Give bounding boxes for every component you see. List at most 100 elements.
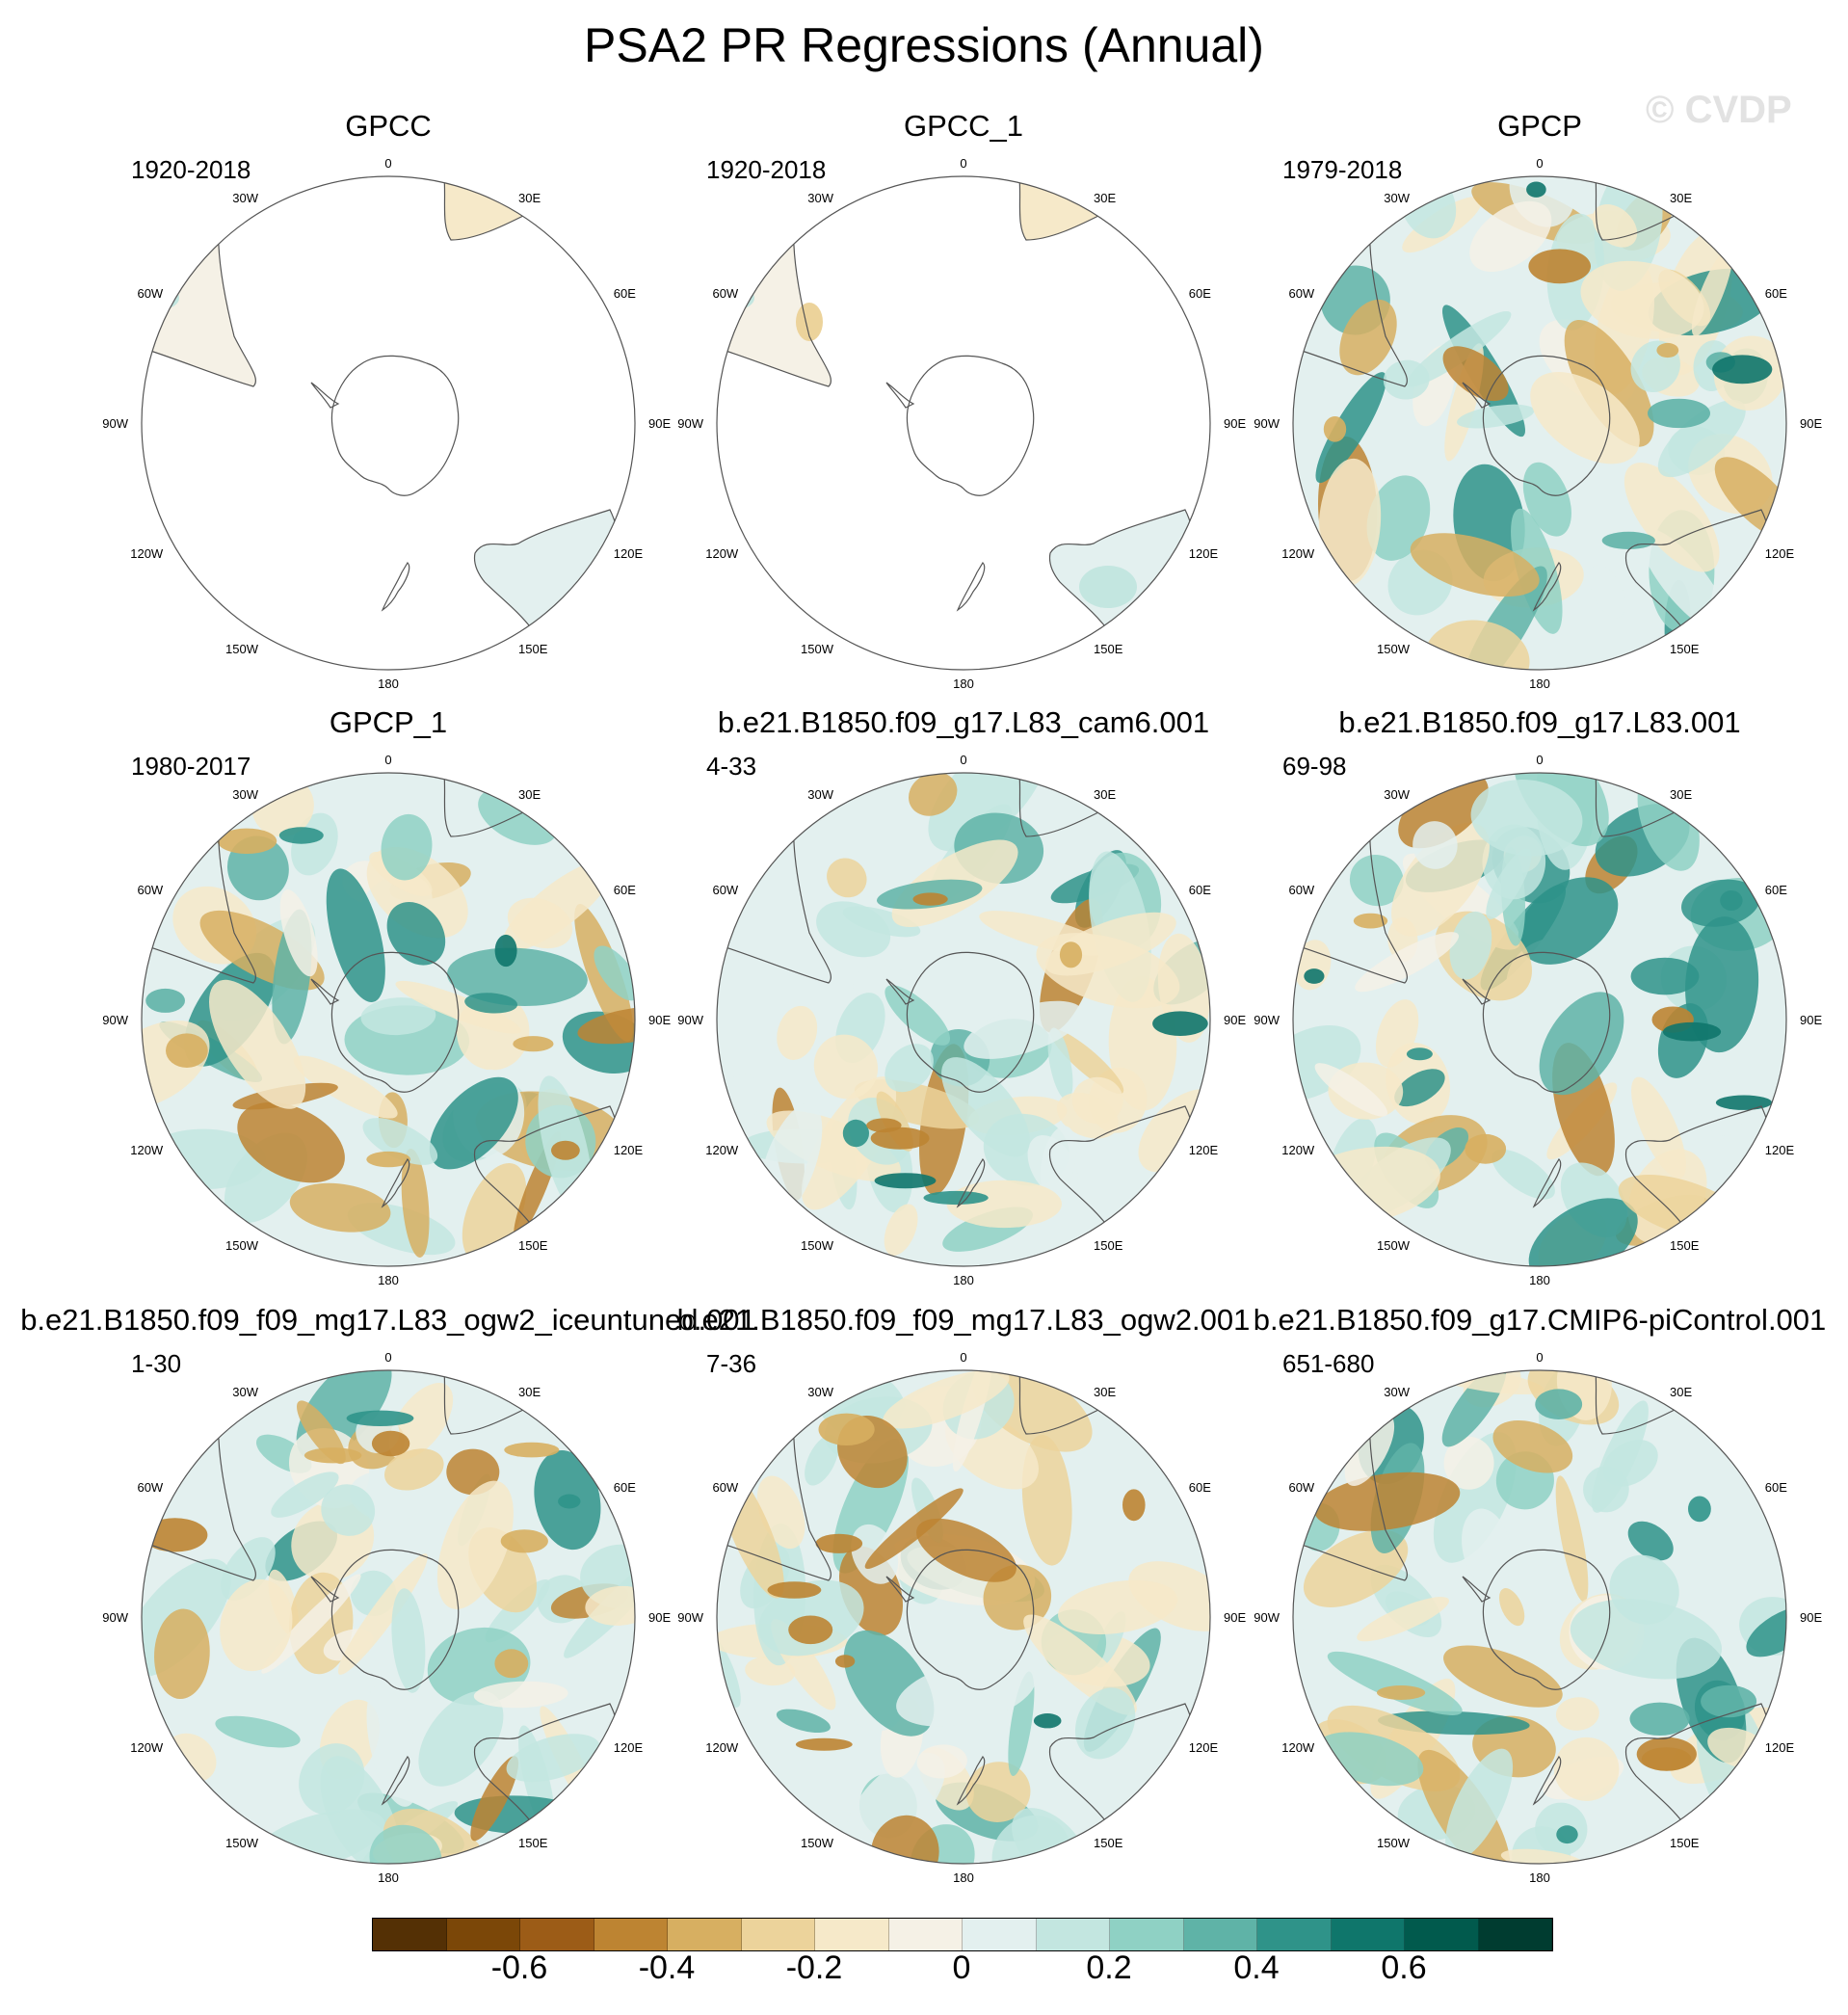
polar-map: 0 30E 60E 90E 120E 150E 180 150W 120W 90W 60W 30W — [1254, 753, 1822, 1287]
longitude-label: 30E — [1670, 1385, 1692, 1399]
longitude-label: 150E — [518, 1238, 548, 1253]
polar-map: 0 30E 60E 90E 120E 150E 180 150W 120W 90W 60W 30W — [102, 1350, 671, 1885]
colorbar-tick: 0 — [952, 1949, 971, 1986]
panel-year-range: 1920-2018 — [131, 155, 251, 184]
longitude-label: 180 — [1529, 676, 1550, 691]
longitude-label: 30W — [807, 191, 833, 205]
longitude-label: 150E — [1670, 1836, 1700, 1850]
longitude-label: 180 — [378, 1273, 399, 1287]
longitude-label: 30E — [1670, 191, 1692, 205]
map-boundary — [716, 772, 1211, 1267]
longitude-label: 120W — [1281, 546, 1315, 561]
precip-regression-field — [717, 176, 1210, 670]
longitude-label: 150W — [801, 642, 834, 656]
map-boundary — [1292, 772, 1787, 1267]
longitude-label: 60W — [1288, 286, 1314, 301]
longitude-label: 60W — [712, 1480, 738, 1495]
longitude-label: 30W — [1384, 191, 1410, 205]
colorbar-cell — [1478, 1919, 1552, 1950]
longitude-label: 120W — [130, 1740, 164, 1755]
longitude-label: 180 — [953, 1870, 974, 1885]
panel-title: b.e21.B1850.f09_g17.L83.001 — [1338, 705, 1741, 739]
longitude-label: 90E — [1224, 416, 1246, 431]
colorbar-cell — [373, 1919, 447, 1950]
longitude-label: 90E — [1224, 1013, 1246, 1027]
panel-year-range: 1979-2018 — [1282, 155, 1403, 184]
longitude-label: 60E — [1189, 883, 1211, 897]
longitude-label: 30E — [1670, 787, 1692, 802]
longitude-label: 60W — [712, 883, 738, 897]
longitude-label: 90E — [1800, 1610, 1822, 1625]
polar-map: 0 30E 60E 90E 120E 150E 180 150W 120W 90W 60W 30W — [1254, 1350, 1822, 1885]
longitude-label: 120W — [705, 546, 739, 561]
colorbar-tick: -0.2 — [785, 1949, 843, 1986]
colorbar-tick: 0.2 — [1086, 1949, 1132, 1986]
longitude-label: 90W — [677, 416, 703, 431]
longitude-label: 120W — [130, 1143, 164, 1157]
longitude-label: 30W — [807, 1385, 833, 1399]
longitude-label: 90E — [1800, 1013, 1822, 1027]
coastlines — [717, 773, 1195, 1228]
colorbar-cell — [1331, 1919, 1405, 1950]
map-boundary — [1292, 175, 1787, 671]
panel-title: b.e21.B1850.f09_f09_mg17.L83_ogw2.001 — [676, 1303, 1251, 1337]
longitude-label: 30W — [232, 191, 258, 205]
longitude-label: 90E — [1224, 1610, 1246, 1625]
longitude-label: 30E — [518, 1385, 541, 1399]
longitude-label: 90W — [1254, 1013, 1280, 1027]
longitude-label: 120W — [705, 1143, 739, 1157]
longitude-label: 150E — [518, 642, 548, 656]
longitude-label: 60E — [1189, 286, 1211, 301]
panel-title: b.e21.B1850.f09_g17.CMIP6-piControl.001 — [1253, 1303, 1827, 1337]
longitude-label: 150W — [225, 642, 259, 656]
precip-regression-field — [717, 1370, 1210, 1864]
colorbar-cell — [1110, 1919, 1184, 1950]
coastlines — [142, 773, 620, 1228]
longitude-label: 30W — [807, 787, 833, 802]
precip-regression-field — [142, 773, 635, 1266]
cvdp-watermark: © CVDP — [1646, 89, 1792, 131]
longitude-label: 60E — [1765, 286, 1787, 301]
longitude-label: 90W — [677, 1013, 703, 1027]
longitude-label: 150W — [1377, 642, 1411, 656]
panel-title: b.e21.B1850.f09_g17.L83_cam6.001 — [717, 705, 1210, 739]
longitude-label: 120W — [705, 1740, 739, 1755]
longitude-label: 150W — [1377, 1238, 1411, 1253]
longitude-label: 60W — [137, 286, 163, 301]
panel-year-range: 7-36 — [706, 1349, 757, 1378]
longitude-label: 120W — [1281, 1143, 1315, 1157]
longitude-label: 0 — [1536, 1350, 1543, 1365]
longitude-label: 60E — [1189, 1480, 1211, 1495]
longitude-label: 30E — [1094, 787, 1116, 802]
colorbar-tick: 0.6 — [1381, 1949, 1427, 1986]
longitude-label: 0 — [384, 753, 391, 767]
map-boundary — [716, 175, 1211, 671]
colorbar-cell — [963, 1919, 1037, 1950]
longitude-label: 150E — [1094, 1238, 1123, 1253]
longitude-label: 30W — [232, 787, 258, 802]
panel-year-range: 4-33 — [706, 752, 757, 781]
panel-title: GPCC_1 — [903, 109, 1024, 143]
longitude-label: 90E — [648, 1013, 671, 1027]
precip-regression-field — [717, 773, 1210, 1266]
precip-regression-field — [1293, 176, 1786, 670]
longitude-label: 60E — [1765, 883, 1787, 897]
longitude-label: 150W — [801, 1238, 834, 1253]
map-boundary — [141, 175, 636, 671]
longitude-label: 30E — [518, 191, 541, 205]
longitude-label: 0 — [384, 1350, 391, 1365]
longitude-label: 90W — [102, 416, 128, 431]
longitude-label: 180 — [953, 676, 974, 691]
longitude-label: 60W — [1288, 883, 1314, 897]
colorbar-cell — [1183, 1919, 1257, 1950]
longitude-label: 0 — [960, 156, 966, 171]
longitude-label: 0 — [384, 156, 391, 171]
polar-map: 0 30E 60E 90E 120E 150E 180 150W 120W 90W 60W 30W — [102, 753, 671, 1287]
longitude-label: 90W — [102, 1610, 128, 1625]
precip-regression-field — [142, 1370, 635, 1864]
longitude-label: 60W — [712, 286, 738, 301]
longitude-label: 0 — [1536, 156, 1543, 171]
polar-map: 0 30E 60E 90E 120E 150E 180 150W 120W 90W 60W 30W — [677, 753, 1246, 1287]
colorbar-tick-labels: -0.6 -0.4 -0.2 0 0.2 0.4 0.6 — [372, 1949, 1551, 2007]
longitude-label: 150E — [1094, 1836, 1123, 1850]
